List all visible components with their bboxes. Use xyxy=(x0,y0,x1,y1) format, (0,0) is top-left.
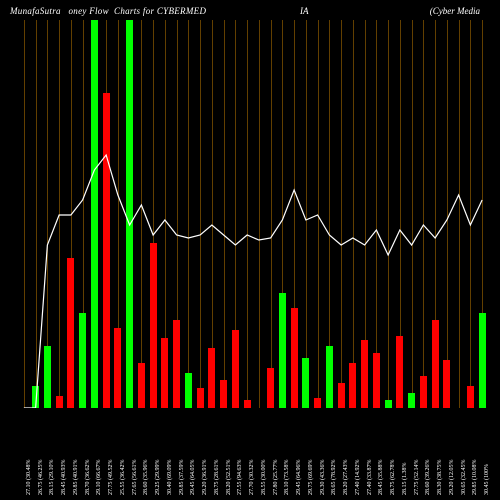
x-tick-label: 26.75 (46.25% xyxy=(38,460,44,496)
x-tick-label: 27.55 (94.63% xyxy=(237,460,243,496)
x-tick-label: 28.45 (40.93% xyxy=(61,460,67,496)
x-tick-label: 28.15 (1.38% xyxy=(402,463,408,496)
x-tick-label: 28.55 (30.00% xyxy=(261,460,267,496)
x-tick-label: 28.20 (27.43% xyxy=(343,460,349,496)
x-tick-label: 28.75 (28.61% xyxy=(214,460,220,496)
x-tick-label: 28.20 (52.51% xyxy=(226,460,232,496)
x-tick-label: 29.30 (43.36% xyxy=(320,460,326,496)
x-tick-label: 28.45 (35.88% xyxy=(378,460,384,496)
x-tick-label: 29.45 (64.96% xyxy=(296,460,302,496)
x-tick-label: 27.10 (30.48% xyxy=(26,460,32,496)
chart-title-left: MunafaSutra oney Flow Charts for CYBERME… xyxy=(0,6,500,16)
x-tick-label: 29.45 (64.05% xyxy=(190,460,196,496)
x-tick-label: 27.40 (14.92% xyxy=(355,460,361,496)
price-line xyxy=(18,20,488,408)
x-tick-label: 30.65 (32.45% xyxy=(461,460,467,496)
x-tick-label: 28.60 (35.96% xyxy=(143,460,149,496)
x-tick-label: 29.20 (36.91% xyxy=(202,460,208,496)
x-tick-label: 28.70 (36.62% xyxy=(85,460,91,496)
x-tick-label: 30.40 (69.09% xyxy=(167,460,173,496)
x-tick-label: 28.15 (29.10% xyxy=(49,460,55,496)
x-tick-label: 28.10 (73.58% xyxy=(284,460,290,496)
x-tick-label: 27.40 (33.87% xyxy=(367,460,373,496)
x-tick-label: 27.75 (52.14% xyxy=(414,460,420,496)
x-tick-label: 28.60 (39.26% xyxy=(425,460,431,496)
x-tick-label: 29.20 (12.05% xyxy=(449,460,455,496)
x-tick-label: 27.70 (30.32% xyxy=(249,460,255,496)
x-tick-label: 29.25 (29.99% xyxy=(155,460,161,496)
x-tick-label: 25.55 (36.42% xyxy=(120,460,126,496)
chart-plot-area xyxy=(18,20,488,408)
x-tick-label: 30.45 (100% xyxy=(484,464,490,495)
x-tick-label: 28.65 (78.92% xyxy=(331,460,337,496)
x-tick-label: 27.65 (56.61% xyxy=(132,460,138,496)
x-tick-label: 29.85 (37.59% xyxy=(179,460,185,496)
x-tick-label: 27.80 (25.77% xyxy=(273,460,279,496)
x-axis-labels: 27.10 (30.48% 26.75 (46.25% 28.15 (29.10% 2… xyxy=(18,410,488,500)
x-tick-label: 29.85 (40.91% xyxy=(73,460,79,496)
x-tick-label: 27.75 (49.52% xyxy=(108,460,114,496)
x-tick-label: 28.30 (38.75% xyxy=(437,460,443,496)
x-tick-label: 29.75 (69.69% xyxy=(308,460,314,496)
chart-title-center: IA xyxy=(300,6,309,16)
x-tick-label: 28.75 (62.78% xyxy=(390,460,396,496)
x-tick-label: 29.85 (10.08% xyxy=(472,460,478,496)
chart-title-right: (Cyber Media xyxy=(430,6,480,16)
x-tick-label: 29.10 (66.67% xyxy=(96,460,102,496)
